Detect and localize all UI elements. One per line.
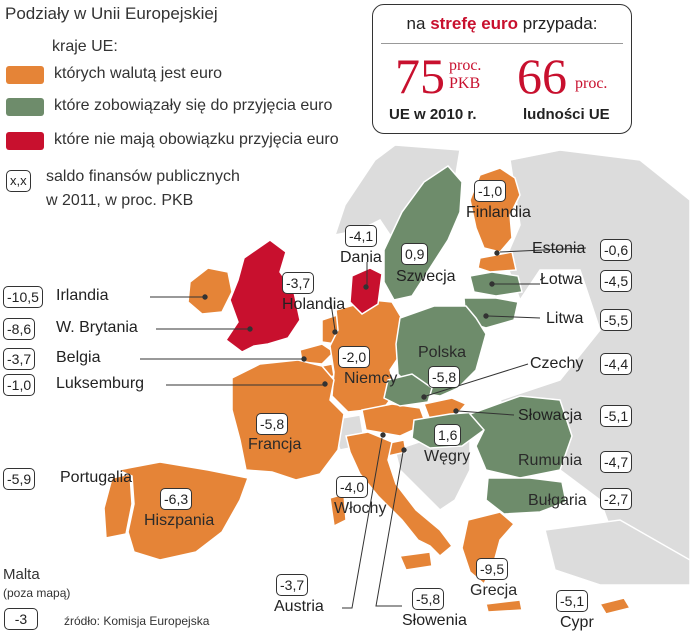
legend-heading: kraje UE:	[52, 38, 118, 55]
population-share-value: 66	[517, 48, 567, 104]
belgia-label: Belgia	[56, 349, 101, 366]
czechy-region[interactable]	[383, 373, 433, 407]
legend-swatch-no-obligation	[6, 132, 44, 150]
lotwa-label: Łotwa	[540, 271, 583, 288]
bulgaria-value: -2,7	[600, 488, 633, 510]
eurozone-share-title-suffix: przypada:	[518, 14, 598, 33]
niemcy-value: -2,0	[338, 346, 371, 368]
hiszpania-label: Hiszpania	[144, 512, 215, 529]
leader-lines	[140, 247, 587, 609]
cypr-region[interactable]	[598, 597, 632, 615]
malta-value: -3	[4, 608, 38, 630]
estonia-label: Estonia	[532, 240, 586, 257]
luksemburg-label: Luksemburg	[56, 375, 145, 392]
wlochy-value: -4,0	[336, 476, 369, 498]
szwecja-label: Szwecja	[396, 268, 456, 285]
malta-label: Malta	[3, 566, 40, 583]
szwecja-value: 0,9	[401, 243, 429, 265]
legend-label-committed: które zobowiązały się do przyjęcia euro	[54, 97, 333, 114]
eurozone-share-title: na strefę euro przypada:	[373, 14, 631, 34]
hiszpania-region[interactable]	[115, 461, 250, 561]
litwa-value: -5,5	[600, 309, 633, 331]
polska-value: -5,8	[428, 366, 461, 388]
gdp-share-unit2: PKB	[449, 75, 481, 92]
austria-value: -3,7	[276, 574, 309, 596]
legend-box-note-line1: saldo finansów publicznych	[46, 168, 240, 185]
dania-value: -4,1	[345, 225, 378, 247]
legend-label-euro: których walutą jest euro	[54, 65, 223, 82]
holandia-value: -3,7	[282, 272, 315, 294]
kreta-region	[485, 599, 523, 613]
wegry-label: Węgry	[424, 448, 471, 465]
slowacja-value: -5,1	[600, 405, 633, 427]
czechy-label: Czechy	[530, 355, 584, 372]
source-note: źródło: Komisja Europejska	[64, 614, 210, 628]
estonia-region[interactable]	[477, 251, 517, 273]
population-share-caption: ludności UE	[523, 106, 610, 123]
malta-note: (poza mapą)	[3, 586, 71, 600]
belgia-value: -3,7	[3, 348, 36, 370]
wlochy-label: Włochy	[334, 500, 387, 517]
rumunia-region[interactable]	[468, 395, 573, 479]
litwa-label: Litwa	[546, 310, 584, 327]
eurozone-share-title-prefix: na	[406, 14, 431, 33]
wbrytania-region[interactable]	[224, 239, 301, 353]
sycylia-region	[398, 551, 433, 571]
slowenia-label: Słowenia	[402, 612, 467, 629]
irlandia-label: Irlandia	[56, 287, 109, 304]
slowenia-value: -5,8	[412, 588, 445, 610]
polska-label: Polska	[418, 344, 467, 361]
rumunia-value: -4,7	[600, 451, 633, 473]
slowacja-label: Słowacja	[518, 407, 583, 424]
eurozone-share-title-bold: strefę euro	[430, 14, 519, 33]
szwecja-region[interactable]	[383, 165, 463, 301]
rumunia-label: Rumunia	[518, 452, 583, 469]
niemcy-label: Niemcy	[344, 370, 398, 387]
legend-swatch-euro	[6, 66, 44, 84]
gdp-share-value: 75	[395, 48, 445, 104]
wegry-value: 1,6	[434, 424, 462, 446]
finlandia-label: Finlandia	[466, 204, 531, 221]
legend-box-sample: x,x	[6, 170, 31, 192]
luksemburg-value: -1,0	[3, 374, 36, 396]
grecja-value: -9,5	[476, 558, 509, 580]
czechy-value: -4,4	[600, 353, 633, 375]
bulgaria-label: Bułgaria	[528, 492, 587, 509]
legend-box-note-line2: w 2011, w proc. PKB	[46, 192, 194, 209]
dania-label: Dania	[340, 249, 382, 266]
holandia-label: Holandia	[282, 296, 346, 313]
bulgaria-region[interactable]	[485, 477, 567, 515]
polska-region[interactable]	[395, 305, 487, 397]
grecja-label: Grecja	[470, 582, 518, 599]
eurozone-share-box: na strefę euro przypada: 75 proc. PKB UE…	[372, 4, 632, 134]
legend-label-no-obligation: które nie mają obowiązku przyjęcia euro	[54, 131, 339, 148]
map-title: Podziały w Unii Europejskiej	[5, 4, 218, 23]
gdp-share-unit1: proc.	[449, 57, 482, 74]
cypr-label: Cypr	[560, 614, 594, 631]
population-share-unit1: proc.	[575, 75, 608, 92]
irlandia-value: -10,5	[3, 286, 43, 308]
irlandia-region[interactable]	[187, 267, 233, 315]
portugalia-label: Portugalia	[60, 469, 133, 486]
lotwa-value: -4,5	[600, 270, 633, 292]
portugalia-value: -5,9	[3, 468, 36, 490]
wbrytania-label: W. Brytania	[56, 319, 138, 336]
legend-swatch-committed	[6, 98, 44, 116]
dania-region[interactable]	[349, 267, 383, 315]
cypr-value: -5,1	[556, 590, 589, 612]
francja-label: Francja	[248, 436, 302, 453]
finlandia-value: -1,0	[474, 180, 507, 202]
estonia-value: -0,6	[600, 239, 633, 261]
wbrytania-value: -8,6	[3, 318, 36, 340]
hiszpania-value: -6,3	[160, 488, 193, 510]
gdp-share-caption: UE w 2010 r.	[389, 106, 477, 123]
wlochy-region[interactable]	[345, 431, 454, 558]
austria-label: Austria	[274, 598, 324, 615]
francja-value: -5,8	[256, 413, 289, 435]
eurozone-share-divider	[381, 43, 623, 44]
